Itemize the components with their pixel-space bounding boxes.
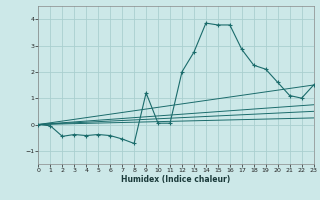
X-axis label: Humidex (Indice chaleur): Humidex (Indice chaleur) [121, 175, 231, 184]
